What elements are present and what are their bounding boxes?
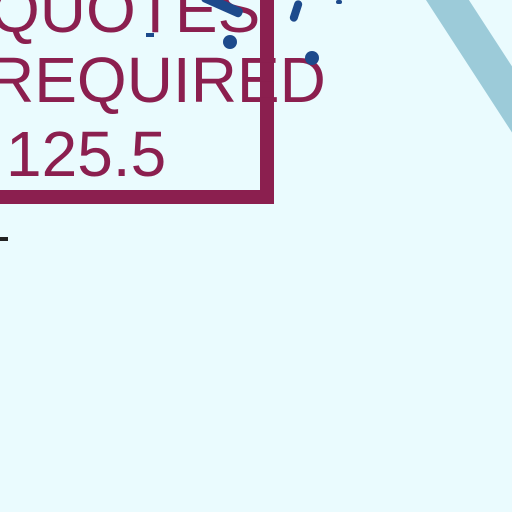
ink-dot-2 bbox=[305, 51, 319, 65]
stamp-text-line-2: REQUIRED bbox=[0, 44, 326, 116]
ink-stroke-3 bbox=[336, 0, 342, 4]
ink-dot-1 bbox=[223, 35, 237, 49]
stamp-border bbox=[0, 0, 274, 204]
diagonal-stripe bbox=[400, 0, 512, 179]
stamp-text-line-3: 125.5 bbox=[6, 118, 167, 190]
ink-stroke-2 bbox=[288, 0, 304, 23]
ink-stroke-5 bbox=[146, 33, 154, 37]
ink-stroke-4 bbox=[0, 237, 8, 241]
